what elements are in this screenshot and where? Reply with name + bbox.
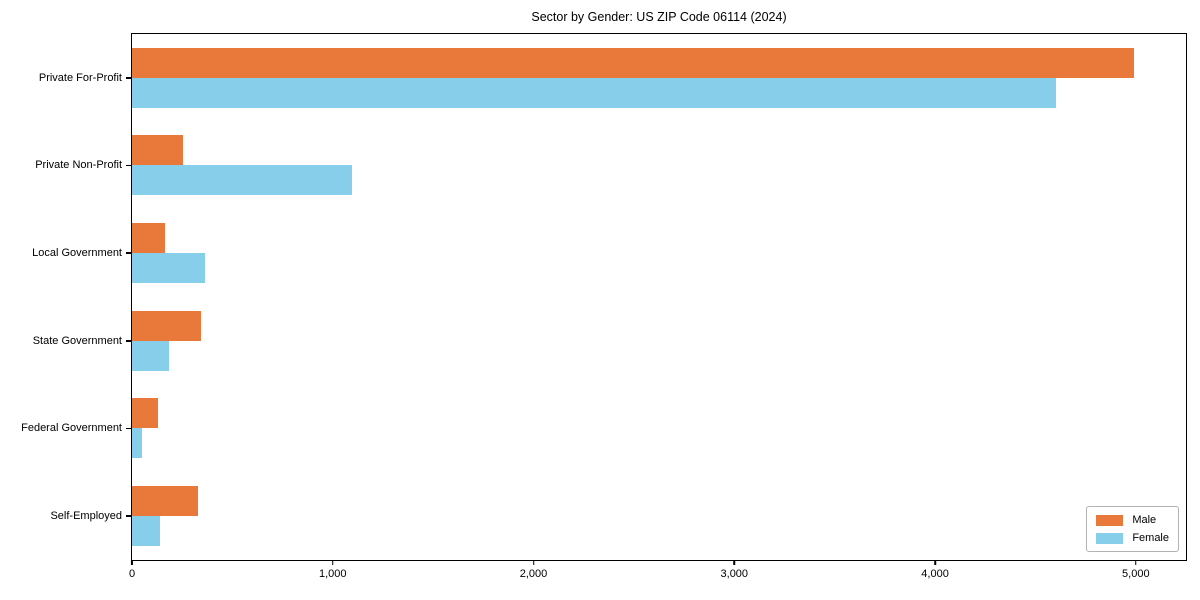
x-tick-label: 5,000 — [1122, 568, 1150, 580]
bar-female — [132, 516, 161, 547]
y-axis-tick — [126, 77, 132, 79]
x-axis-tick: 4,000 — [921, 560, 949, 580]
bar-female — [132, 77, 1056, 108]
category-label: Self-Employed — [50, 510, 122, 523]
x-tick-label: 0 — [128, 568, 136, 580]
x-tick-label: 4,000 — [921, 568, 949, 580]
legend-label: Male — [1132, 514, 1157, 526]
x-axis-tick: 5,000 — [1122, 560, 1150, 580]
chart-title: Sector by Gender: US ZIP Code 06114 (202… — [531, 10, 787, 24]
category-row: Federal Government — [21, 385, 1186, 473]
legend: Male Female — [1086, 506, 1179, 552]
bar-male — [132, 47, 1134, 78]
x-axis-tick: 2,000 — [519, 560, 548, 580]
x-tick-mark — [332, 560, 334, 565]
legend-label: Female — [1132, 532, 1169, 544]
category-label: State Government — [32, 334, 122, 347]
x-axis-tick: 0 — [129, 560, 135, 580]
legend-swatch — [1096, 514, 1124, 526]
legend-item: Female — [1096, 532, 1169, 544]
x-axis: 0 1,000 2,000 3,000 4,000 5,000 — [129, 560, 1186, 590]
y-axis-tick — [126, 515, 132, 517]
category-row: Private For-Profit — [39, 34, 1186, 122]
y-axis-tick — [126, 164, 132, 167]
plot-area: Private For-Profit Private Non-Profit Lo… — [21, 33, 1187, 580]
x-axis-tick: 1,000 — [319, 560, 347, 580]
category-row: Private Non-Profit — [35, 122, 1186, 210]
category-label: Private For-Profit — [38, 71, 122, 84]
category-label: Private Non-Profit — [35, 159, 122, 172]
category-label: Federal Government — [21, 422, 122, 435]
category-row: Self-Employed — [50, 472, 1186, 560]
bar-male — [132, 398, 159, 429]
x-tick-label: 3,000 — [720, 568, 749, 580]
x-axis-tick: 3,000 — [720, 560, 749, 580]
x-tick-mark — [1135, 560, 1137, 565]
x-tick-label: 2,000 — [519, 568, 548, 580]
bar-female — [132, 340, 170, 371]
y-axis-tick — [126, 340, 132, 342]
bar-male — [132, 223, 166, 254]
x-tick-mark — [131, 560, 133, 565]
x-tick-mark — [733, 560, 736, 565]
category-row: Local Government — [32, 209, 1186, 297]
legend-item: Male — [1096, 514, 1169, 526]
legend-swatch — [1096, 532, 1124, 544]
bar-male — [132, 310, 202, 341]
bars-container: Private For-Profit Private Non-Profit Lo… — [21, 34, 1186, 560]
bar-male — [132, 135, 184, 166]
x-tick-label: 1,000 — [318, 568, 347, 580]
y-axis-tick — [126, 252, 132, 254]
category-label: Local Government — [32, 247, 122, 260]
bar-female — [132, 253, 206, 284]
y-axis-tick — [126, 427, 132, 430]
bar-male — [132, 486, 199, 517]
bar-female — [132, 165, 352, 196]
x-tick-mark — [532, 560, 535, 565]
bar-female — [132, 428, 143, 459]
x-tick-mark — [934, 560, 936, 565]
category-row: State Government — [33, 297, 1186, 385]
